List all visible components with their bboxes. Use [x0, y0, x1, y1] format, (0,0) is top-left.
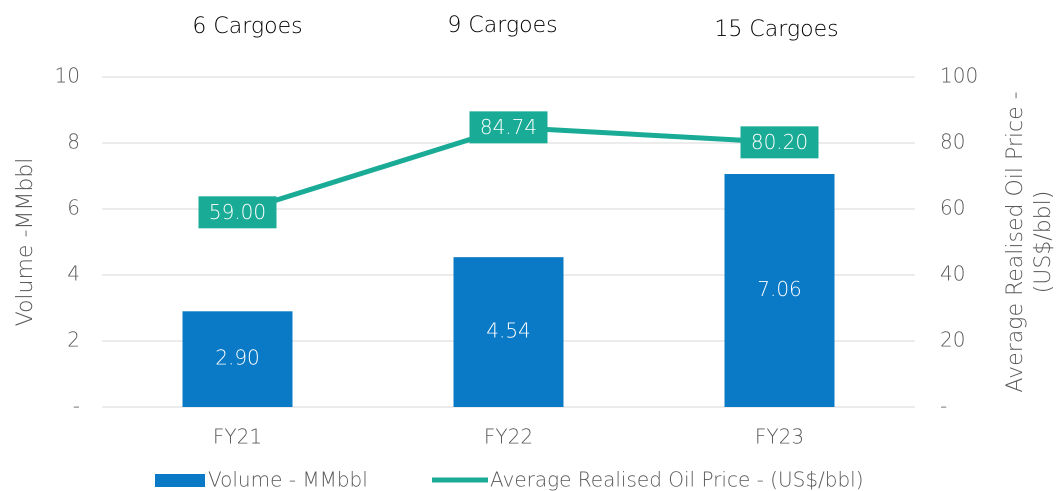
- x-tick-label: FY21: [213, 425, 262, 449]
- y-tick-label: 10: [55, 64, 80, 88]
- y-tick-label: 2: [67, 328, 80, 352]
- y2-tick-label: 60: [940, 196, 965, 220]
- annotation: 6 Cargoes: [192, 14, 302, 39]
- bar-value-label: 2.90: [215, 346, 260, 370]
- bar-value-label: 4.54: [486, 319, 531, 343]
- value-label-box: [469, 111, 548, 144]
- x-tick-label: FY23: [755, 425, 804, 449]
- legend-label: Average Realised Oil Price - (US$/bbl): [490, 468, 864, 491]
- y2-axis-label: Average Realised Oil Price -: [1003, 91, 1028, 392]
- y2-tick-label: 100: [940, 64, 978, 88]
- y2-axis-label: (US$/bbl): [1031, 191, 1056, 294]
- y2-tick-label: 20: [940, 328, 965, 352]
- annotation: 9 Cargoes: [447, 13, 557, 38]
- bar: [453, 257, 564, 407]
- legend-label: Volume - MMbbl: [208, 468, 368, 491]
- x-tick-label: FY22: [484, 425, 533, 449]
- legend-swatch: [155, 474, 205, 487]
- bar: [724, 174, 835, 407]
- bar-value-label: 7.06: [757, 277, 802, 301]
- line-value-label: 59.00: [209, 200, 266, 224]
- y-tick-label: 4: [67, 262, 80, 286]
- y-axis-label: Volume -MMbbl: [13, 158, 38, 327]
- value-label-box: [740, 126, 819, 159]
- y2-tick-label: -: [940, 394, 947, 418]
- line-value-label: 84.74: [480, 115, 537, 139]
- y-tick-label: 8: [67, 130, 80, 154]
- y-tick-label: -: [73, 394, 80, 418]
- value-label-box: [198, 196, 277, 229]
- y2-tick-label: 80: [940, 130, 965, 154]
- annotation: 15 Cargoes: [714, 17, 838, 42]
- bar: [182, 311, 293, 407]
- y-tick-label: 6: [67, 196, 80, 220]
- y2-tick-label: 40: [940, 262, 965, 286]
- line-value-label: 80.20: [751, 130, 808, 154]
